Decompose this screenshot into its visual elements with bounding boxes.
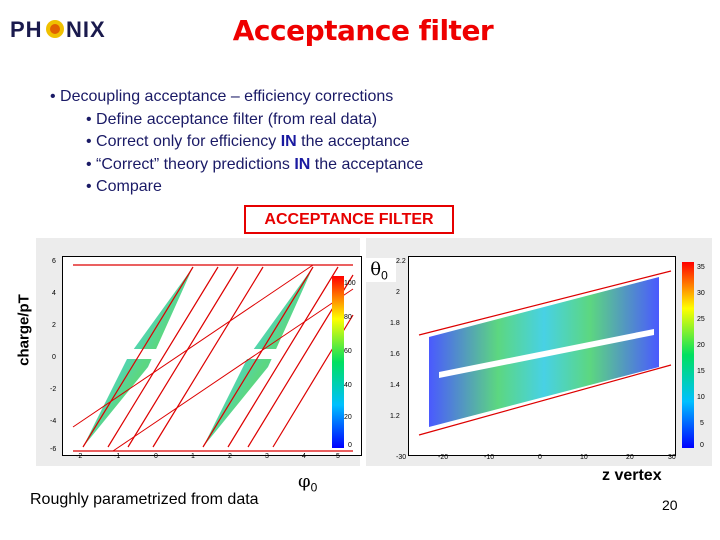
x-tick: 1 (191, 453, 195, 460)
bullet-correct-efficiency: • Correct only for efficiency IN the acc… (86, 133, 410, 150)
y-tick: 2.2 (396, 258, 406, 265)
page-number: 20 (662, 497, 678, 513)
zvertex-theta-plot (408, 256, 676, 456)
bullet-compare: • Compare (86, 178, 162, 195)
svg-text:NIX: NIX (66, 17, 106, 42)
colorbar-tick: 20 (697, 342, 705, 349)
y-tick: 1.6 (390, 351, 400, 358)
colorbar-tick: 100 (344, 280, 356, 287)
y-tick: -4 (50, 418, 57, 425)
x-tick: -1 (114, 453, 121, 460)
x-tick: 0 (538, 454, 542, 461)
y-tick: 2 (52, 322, 56, 329)
colorbar-tick: 10 (697, 394, 705, 401)
colorbar-tick: 30 (697, 290, 705, 297)
x-tick: 0 (154, 453, 158, 460)
x-tick: 10 (580, 454, 588, 461)
x-tick: -20 (438, 454, 449, 461)
colorbar-tick: 5 (700, 420, 704, 427)
bullet-decoupling: • Decoupling acceptance – efficiency cor… (50, 88, 394, 105)
colorbar-tick: 15 (697, 368, 705, 375)
phenix-logo: PH NIX (6, 10, 118, 46)
right-histogram-panel: 2.2 2 1.8 1.6 1.4 1.2 -30 -20 -10 0 10 2… (366, 238, 712, 466)
left-colorbar: 100 80 60 40 20 0 (312, 272, 358, 452)
colorbar-tick: 0 (700, 442, 704, 449)
colorbar-tick: 60 (344, 348, 352, 355)
slide-title: Acceptance filter (232, 14, 494, 47)
y-tick: 4 (52, 290, 56, 297)
bullet-correct-theory: • “Correct” theory predictions IN the ac… (86, 156, 424, 173)
svg-text:PH: PH (10, 17, 43, 42)
y-tick: 6 (52, 258, 56, 265)
y-tick: -6 (50, 446, 57, 453)
caption: Roughly parametrized from data (30, 491, 259, 508)
bullet-define-filter: • Define acceptance filter (from real da… (86, 111, 378, 128)
y-tick: 0 (52, 354, 56, 361)
zvertex-theta-heatmap (418, 270, 672, 436)
left-colorbar-gradient (332, 276, 344, 448)
colorbar-tick: 20 (344, 414, 352, 421)
x-tick: 4 (302, 453, 306, 460)
y-tick: -2 (50, 386, 57, 393)
left-colorbar-strip (332, 276, 344, 448)
x-tick: -2 (76, 453, 83, 460)
theta0-label: θ0 (362, 258, 396, 283)
y-tick: 1.4 (390, 382, 400, 389)
colorbar-tick: 25 (697, 316, 705, 323)
colorbar-tick: 35 (697, 264, 705, 271)
y-tick: 2 (396, 289, 400, 296)
phi0-label: φ0 (298, 471, 318, 495)
x-tick: 2 (228, 453, 232, 460)
phi-charge-pt-plot (62, 256, 362, 456)
x-tick: -10 (484, 454, 495, 461)
y-axis-label-charge-pt: charge/pT (15, 294, 33, 366)
right-colorbar-gradient (682, 262, 694, 448)
x-tick: 20 (626, 454, 634, 461)
z-vertex-label: z vertex (602, 467, 662, 484)
colorbar-tick: 0 (348, 442, 352, 449)
colorbar-tick: 80 (344, 314, 352, 321)
y-tick: 1.2 (390, 413, 400, 420)
x-tick: 30 (668, 454, 676, 461)
x-tick: 3 (265, 453, 269, 460)
colorbar-tick: 40 (344, 382, 352, 389)
y-tick: 1.8 (390, 320, 400, 327)
x-tick: 5 (336, 453, 340, 460)
right-colorbar: 35 30 25 20 15 10 5 0 (682, 262, 714, 452)
acceptance-filter-box: ACCEPTANCE FILTER (244, 205, 454, 234)
x-tick: -30 (396, 454, 407, 461)
left-histogram-panel: 6 4 2 0 -2 -4 -6 -2 -1 0 1 2 3 4 5 (36, 238, 362, 466)
